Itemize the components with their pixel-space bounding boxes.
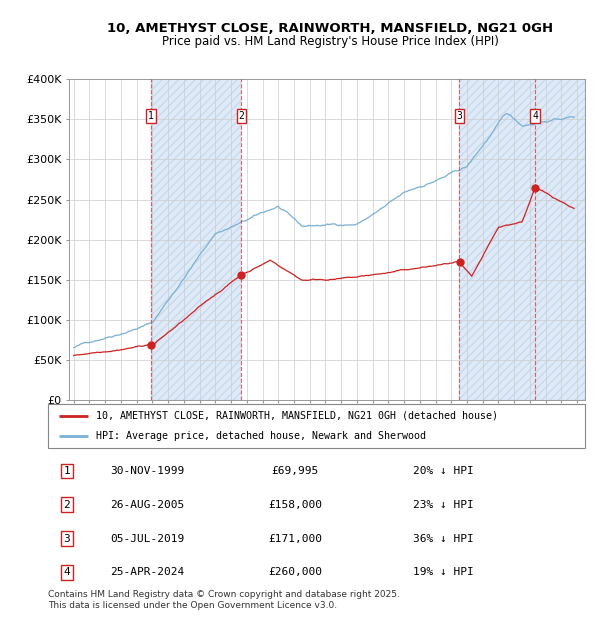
Text: 25-APR-2024: 25-APR-2024 [110,567,184,577]
Bar [460,79,585,400]
Text: £260,000: £260,000 [268,567,322,577]
Text: 05-JUL-2019: 05-JUL-2019 [110,534,184,544]
Text: 10, AMETHYST CLOSE, RAINWORTH, MANSFIELD, NG21 0GH: 10, AMETHYST CLOSE, RAINWORTH, MANSFIELD… [107,22,553,35]
Text: £171,000: £171,000 [268,534,322,544]
Text: 1: 1 [148,111,154,122]
Text: 2: 2 [64,500,70,510]
Text: 3: 3 [64,534,70,544]
Text: 1: 1 [64,466,70,476]
Text: 23% ↓ HPI: 23% ↓ HPI [413,500,474,510]
Text: 26-AUG-2005: 26-AUG-2005 [110,500,184,510]
Text: Contains HM Land Registry data © Crown copyright and database right 2025.
This d: Contains HM Land Registry data © Crown c… [48,590,400,609]
Text: Price paid vs. HM Land Registry's House Price Index (HPI): Price paid vs. HM Land Registry's House … [161,35,499,48]
Text: £69,995: £69,995 [271,466,319,476]
Text: 20% ↓ HPI: 20% ↓ HPI [413,466,474,476]
Bar [151,79,241,400]
Text: HPI: Average price, detached house, Newark and Sherwood: HPI: Average price, detached house, Newa… [97,431,427,441]
Text: 2: 2 [238,111,244,122]
Bar [151,79,241,400]
Text: £158,000: £158,000 [268,500,322,510]
Text: 10, AMETHYST CLOSE, RAINWORTH, MANSFIELD, NG21 0GH (detached house): 10, AMETHYST CLOSE, RAINWORTH, MANSFIELD… [97,411,499,421]
Text: 3: 3 [457,111,462,122]
Text: 19% ↓ HPI: 19% ↓ HPI [413,567,474,577]
Bar [460,79,585,400]
Text: 4: 4 [64,567,70,577]
Text: 4: 4 [532,111,538,122]
Text: 30-NOV-1999: 30-NOV-1999 [110,466,184,476]
Text: 36% ↓ HPI: 36% ↓ HPI [413,534,474,544]
